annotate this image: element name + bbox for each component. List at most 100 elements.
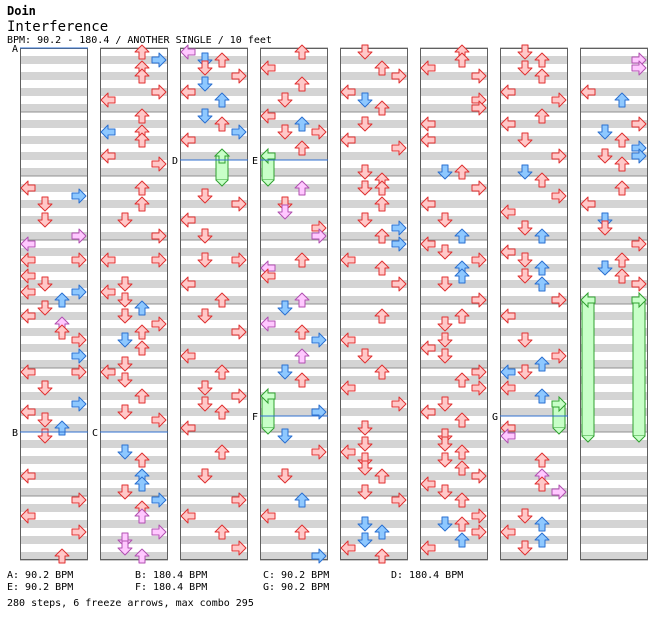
beat-band (500, 200, 568, 208)
up-arrow-icon (454, 532, 470, 548)
down-arrow-icon (357, 92, 373, 108)
beat-band (340, 488, 408, 496)
up-arrow-icon (614, 92, 630, 108)
right-arrow-icon (151, 412, 167, 428)
down-arrow-icon (437, 164, 453, 180)
beat-band (340, 536, 408, 544)
down-arrow-icon (37, 196, 53, 212)
left-arrow-icon (500, 244, 516, 260)
down-arrow-icon (117, 484, 133, 500)
right-arrow-icon (631, 116, 647, 132)
beat-band (20, 344, 88, 352)
beat-band (580, 360, 648, 368)
beat-band (20, 152, 88, 160)
right-arrow-icon (631, 276, 647, 292)
up-arrow-icon (294, 140, 310, 156)
beat-band (420, 312, 488, 320)
right-arrow-icon (231, 388, 247, 404)
up-arrow-icon (134, 68, 150, 84)
down-arrow-icon (117, 540, 133, 556)
beat-band (180, 472, 248, 480)
left-arrow-icon (420, 340, 436, 356)
up-arrow-icon (294, 324, 310, 340)
beat-band (260, 456, 328, 464)
right-arrow-icon (311, 124, 327, 140)
beat-band (500, 408, 568, 416)
right-arrow-icon (151, 492, 167, 508)
right-arrow-icon (71, 188, 87, 204)
beat-band (500, 104, 568, 112)
bpm-marker-label: B (12, 428, 18, 439)
down-arrow-icon (437, 212, 453, 228)
beat-band (500, 328, 568, 336)
beat-band (260, 248, 328, 256)
left-arrow-icon (420, 540, 436, 556)
up-arrow-icon (294, 372, 310, 388)
right-arrow-icon (311, 548, 327, 564)
freeze-arrow (260, 387, 276, 435)
up-arrow-icon (454, 372, 470, 388)
right-arrow-icon (471, 508, 487, 524)
beat-band (580, 152, 648, 160)
beat-band (180, 328, 248, 336)
down-arrow-icon (37, 380, 53, 396)
beat-band (260, 232, 328, 240)
right-arrow-icon (231, 124, 247, 140)
left-arrow-icon (20, 364, 36, 380)
beat-band (500, 360, 568, 368)
up-arrow-icon (134, 196, 150, 212)
beat-band (20, 328, 88, 336)
right-arrow-icon (71, 252, 87, 268)
step-column (260, 47, 328, 561)
beat-band (580, 312, 648, 320)
beat-band (580, 168, 648, 176)
beat-band (180, 232, 248, 240)
down-arrow-icon (117, 292, 133, 308)
beat-band (100, 216, 168, 224)
beat-band (180, 152, 248, 160)
beat-band (100, 280, 168, 288)
right-arrow-icon (71, 396, 87, 412)
beat-band (100, 136, 168, 144)
left-arrow-icon (500, 380, 516, 396)
up-arrow-icon (294, 492, 310, 508)
beat-band (20, 136, 88, 144)
beat-band (100, 504, 168, 512)
beat-band (580, 504, 648, 512)
down-arrow-icon (117, 372, 133, 388)
beat-band (20, 504, 88, 512)
down-arrow-icon (517, 60, 533, 76)
right-arrow-icon (631, 236, 647, 252)
right-arrow-icon (231, 492, 247, 508)
beat-band (580, 488, 648, 496)
up-arrow-icon (294, 252, 310, 268)
down-arrow-icon (517, 364, 533, 380)
up-arrow-icon (534, 388, 550, 404)
down-arrow-icon (437, 436, 453, 452)
legend-d: D: 180.4 BPM (391, 570, 464, 581)
beat-band (580, 520, 648, 528)
freeze-tail (261, 427, 275, 435)
beat-band (420, 280, 488, 288)
beat-band (100, 392, 168, 400)
beat-band (100, 440, 168, 448)
up-arrow-icon (454, 268, 470, 284)
down-arrow-icon (357, 116, 373, 132)
left-arrow-icon (20, 308, 36, 324)
right-arrow-icon (551, 348, 567, 364)
down-arrow-icon (197, 60, 213, 76)
beat-band (260, 344, 328, 352)
down-arrow-icon (37, 276, 53, 292)
beat-band (420, 296, 488, 304)
down-arrow-icon (37, 212, 53, 228)
beat-band (180, 312, 248, 320)
beat-band (180, 88, 248, 96)
left-arrow-icon (20, 180, 36, 196)
up-arrow-icon (534, 356, 550, 372)
step-column (100, 47, 168, 561)
up-arrow-icon (134, 452, 150, 468)
beat-band (180, 360, 248, 368)
beat-band (20, 440, 88, 448)
beat-band (580, 120, 648, 128)
